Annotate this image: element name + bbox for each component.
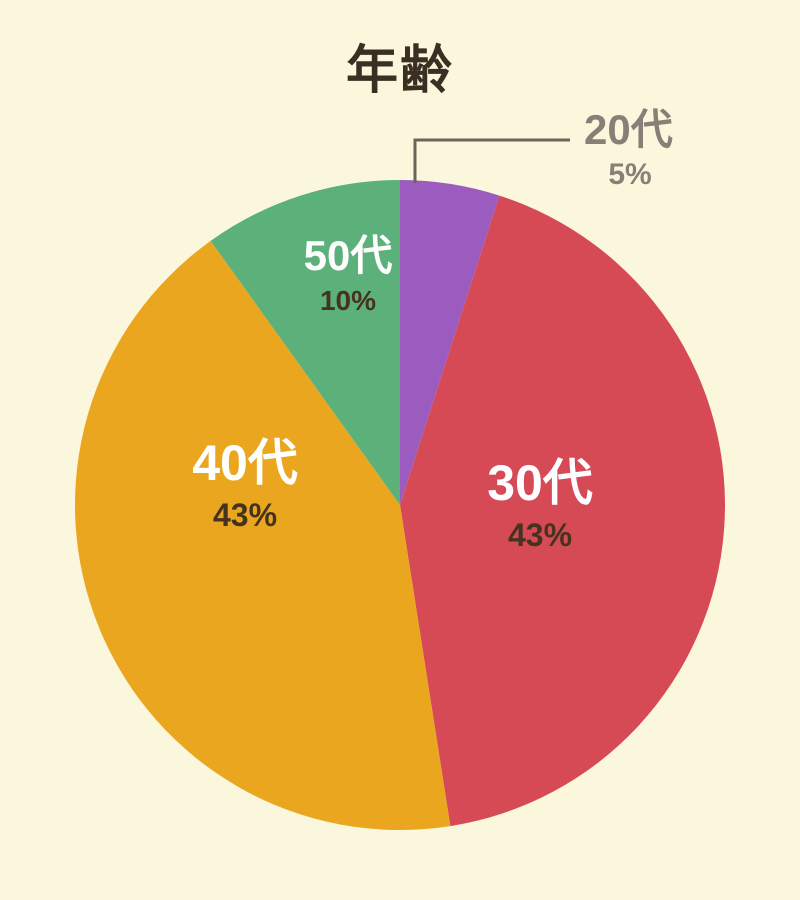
slice-category-50s: 50代	[304, 232, 393, 279]
slice-category-40s: 40代	[192, 435, 298, 491]
age-pie-chart: 20代5%30代43%40代43%50代10%	[0, 0, 800, 900]
slice-category-20s: 20代	[584, 106, 673, 153]
callout-leader-20s	[415, 140, 570, 183]
slice-percent-20s: 5%	[608, 158, 651, 191]
page: 年齢 20代5%30代43%40代43%50代10%	[0, 0, 800, 900]
slice-percent-50s: 10%	[320, 285, 376, 316]
slice-label-20s: 20代5%	[415, 106, 673, 191]
slice-category-30s: 30代	[487, 455, 593, 511]
slice-percent-30s: 43%	[508, 517, 572, 553]
svg-text:20代5%: 20代5%	[584, 106, 673, 191]
slice-percent-40s: 43%	[213, 497, 277, 533]
